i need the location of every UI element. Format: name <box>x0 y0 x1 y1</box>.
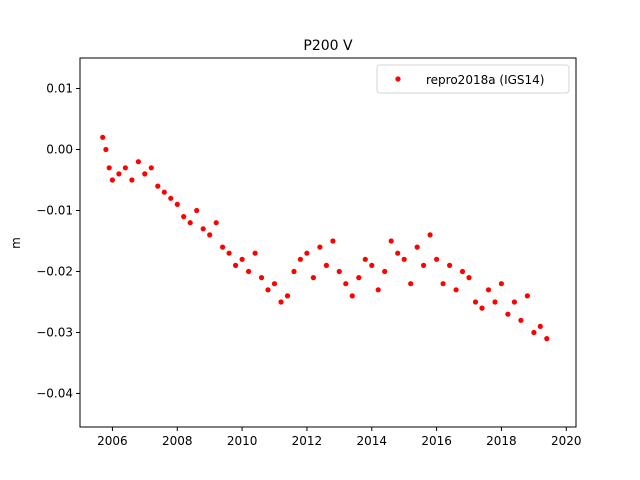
x-tick-label: 2010 <box>227 434 258 448</box>
data-point <box>434 256 440 262</box>
y-tick-label: 0.00 <box>46 142 73 156</box>
data-point <box>485 287 492 293</box>
data-point <box>187 220 193 226</box>
data-point <box>233 262 239 268</box>
data-point <box>459 268 466 275</box>
data-point <box>265 287 271 293</box>
data-point <box>537 323 543 329</box>
data-point <box>421 262 427 268</box>
data-point <box>284 293 291 299</box>
data-point <box>401 256 407 262</box>
data-point <box>181 214 187 220</box>
data-point <box>349 293 355 299</box>
x-tick-label: 2016 <box>421 434 452 448</box>
data-point <box>375 287 381 293</box>
data-point <box>200 226 206 232</box>
y-tick-label: −0.03 <box>36 325 73 339</box>
data-point <box>531 329 537 336</box>
x-tick-label: 2020 <box>551 434 582 448</box>
x-tick-label: 2018 <box>486 434 517 448</box>
data-point <box>271 281 278 287</box>
data-point <box>258 275 265 281</box>
data-points <box>100 134 550 342</box>
data-point <box>544 336 550 342</box>
data-point <box>220 244 226 250</box>
data-point <box>466 275 472 281</box>
data-point <box>336 268 342 275</box>
data-point <box>492 299 498 305</box>
legend-box <box>376 64 570 94</box>
data-point <box>362 256 368 262</box>
data-point <box>109 177 115 183</box>
x-tick-label: 2006 <box>97 434 128 448</box>
data-point <box>343 281 349 287</box>
data-point <box>207 232 213 238</box>
data-point <box>356 275 362 281</box>
x-tick-label: 2014 <box>356 434 387 448</box>
data-point <box>511 299 517 305</box>
data-point <box>168 195 174 201</box>
data-point <box>103 146 109 153</box>
data-point <box>505 311 511 317</box>
y-axis-ticks: 0.01 0.00 −0.01 −0.02 −0.03 −0.04 <box>36 81 80 400</box>
data-point <box>297 256 303 262</box>
data-point <box>106 165 112 171</box>
data-point <box>472 299 479 305</box>
data-point <box>116 171 122 177</box>
x-tick-label: 2008 <box>162 434 193 448</box>
data-point <box>408 281 414 287</box>
x-axis-ticks: 2006 2008 2010 2012 2014 2016 2018 2020 <box>97 427 582 448</box>
data-point <box>278 299 284 305</box>
legend-marker <box>395 76 401 82</box>
data-point <box>174 201 180 207</box>
data-point <box>291 268 297 275</box>
legend: repro2018a (IGS14) <box>376 64 570 94</box>
data-point <box>382 268 388 275</box>
data-point <box>213 220 219 226</box>
y-tick-label: 0.01 <box>46 81 73 95</box>
data-point <box>252 250 258 256</box>
plot-frame <box>79 57 577 428</box>
data-point <box>440 281 446 287</box>
data-point <box>161 189 167 195</box>
y-tick-label: −0.02 <box>36 264 73 278</box>
data-point <box>395 250 401 256</box>
data-point <box>317 244 323 250</box>
data-point <box>122 165 128 171</box>
data-point <box>100 134 106 140</box>
data-point <box>226 250 232 256</box>
y-axis-label: m <box>9 237 23 249</box>
data-point <box>323 262 329 268</box>
data-point <box>246 268 252 275</box>
legend-label: repro2018a (IGS14) <box>426 73 544 87</box>
data-point <box>194 207 200 214</box>
data-point <box>369 262 375 268</box>
data-point <box>447 262 453 268</box>
data-point <box>427 232 433 238</box>
chart-title: P200 V <box>303 38 353 54</box>
data-point <box>524 293 531 299</box>
data-point <box>135 159 141 165</box>
data-point <box>310 275 316 281</box>
data-point <box>330 238 336 244</box>
y-tick-label: −0.04 <box>36 386 73 400</box>
data-point <box>142 171 148 177</box>
data-point <box>453 287 459 293</box>
x-tick-label: 2012 <box>292 434 323 448</box>
data-point <box>518 317 524 323</box>
y-tick-label: −0.01 <box>36 203 73 217</box>
data-point <box>148 165 154 171</box>
data-point <box>498 281 504 287</box>
data-point <box>479 305 485 311</box>
data-point <box>129 177 135 183</box>
data-point <box>414 244 420 250</box>
data-point <box>388 238 394 244</box>
data-point <box>155 183 161 189</box>
data-point <box>304 250 310 256</box>
data-point <box>239 256 245 262</box>
